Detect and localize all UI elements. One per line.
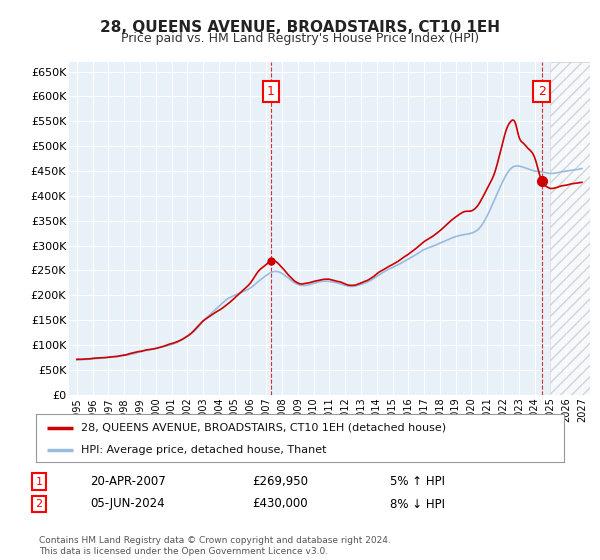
- Text: 1: 1: [267, 85, 275, 98]
- Text: 20-APR-2007: 20-APR-2007: [90, 475, 166, 488]
- Text: £430,000: £430,000: [252, 497, 308, 511]
- Text: 5% ↑ HPI: 5% ↑ HPI: [390, 475, 445, 488]
- Text: 28, QUEENS AVENUE, BROADSTAIRS, CT10 1EH: 28, QUEENS AVENUE, BROADSTAIRS, CT10 1EH: [100, 20, 500, 35]
- Bar: [550, 62, 590, 395]
- Text: 05-JUN-2024: 05-JUN-2024: [90, 497, 164, 511]
- Text: 2: 2: [538, 85, 545, 98]
- Text: 1: 1: [35, 477, 43, 487]
- Text: 28, QUEENS AVENUE, BROADSTAIRS, CT10 1EH (detached house): 28, QUEENS AVENUE, BROADSTAIRS, CT10 1EH…: [81, 423, 446, 433]
- Text: Contains HM Land Registry data © Crown copyright and database right 2024.
This d: Contains HM Land Registry data © Crown c…: [39, 536, 391, 556]
- Text: 2: 2: [35, 499, 43, 509]
- Text: £269,950: £269,950: [252, 475, 308, 488]
- Text: HPI: Average price, detached house, Thanet: HPI: Average price, detached house, Than…: [81, 445, 326, 455]
- Text: 8% ↓ HPI: 8% ↓ HPI: [390, 497, 445, 511]
- Text: Price paid vs. HM Land Registry's House Price Index (HPI): Price paid vs. HM Land Registry's House …: [121, 32, 479, 45]
